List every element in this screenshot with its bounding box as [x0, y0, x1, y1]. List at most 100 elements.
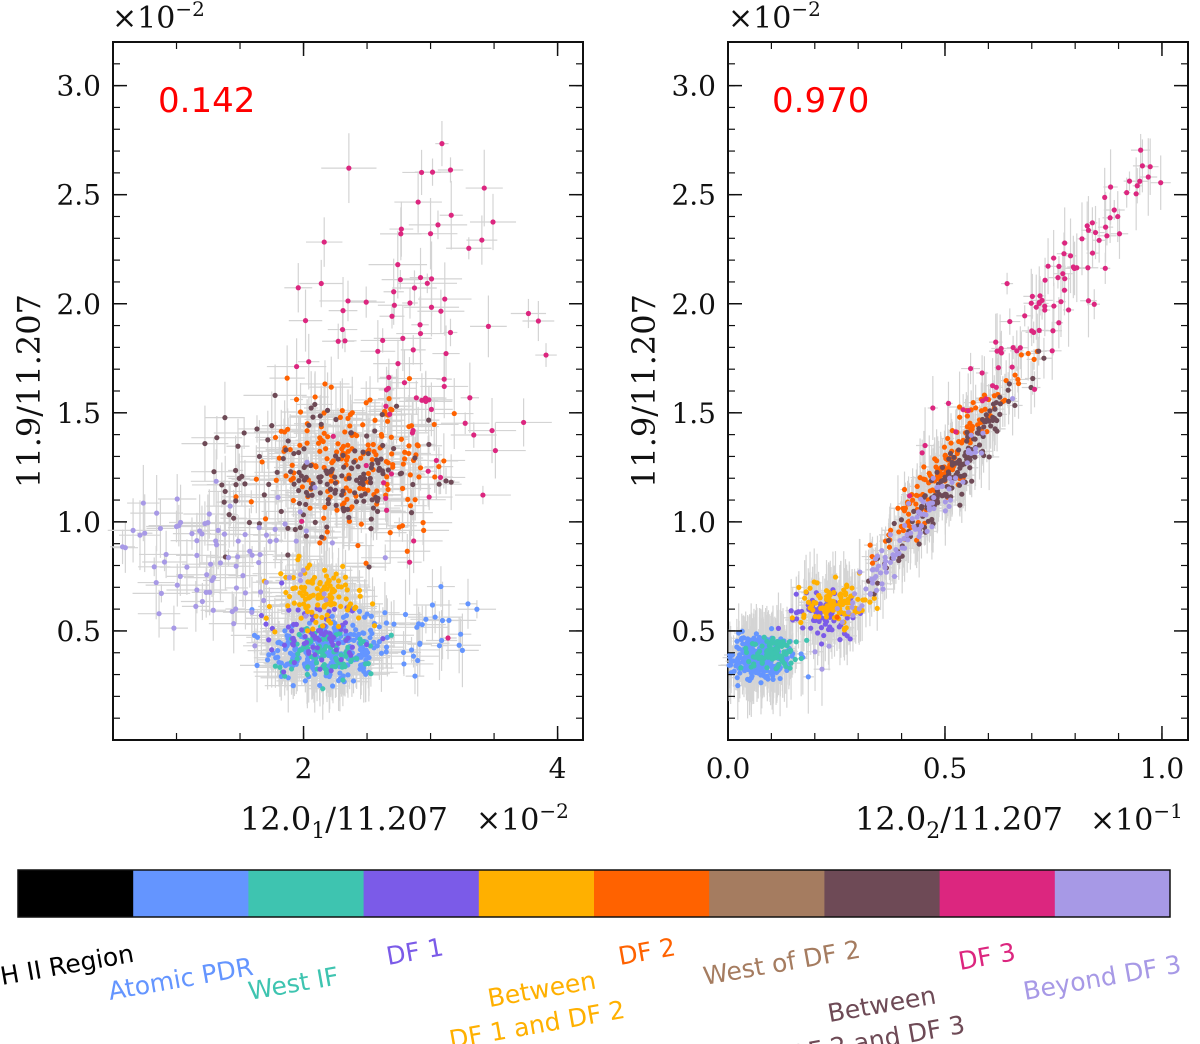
data-point — [308, 405, 314, 411]
data-point — [140, 500, 146, 506]
data-point — [321, 239, 327, 245]
data-point — [357, 593, 363, 599]
data-point — [474, 606, 480, 612]
data-point — [441, 458, 447, 464]
data-point — [320, 623, 326, 629]
data-point — [303, 639, 310, 646]
data-point — [338, 652, 344, 658]
data-point — [233, 585, 240, 591]
data-point — [330, 683, 336, 689]
data-point — [330, 635, 337, 641]
data-point — [398, 226, 404, 232]
data-point — [282, 673, 288, 679]
data-point — [322, 567, 328, 573]
data-point — [466, 245, 472, 251]
data-point — [417, 641, 423, 647]
data-point — [439, 637, 445, 644]
data-point — [339, 326, 346, 333]
data-point — [380, 442, 386, 449]
y-tick-label: 3.0 — [56, 70, 101, 103]
data-point — [174, 582, 180, 588]
data-point — [357, 636, 363, 642]
data-point — [408, 647, 415, 653]
y-tick-label: 1.5 — [56, 397, 101, 430]
data-point — [233, 498, 239, 504]
data-point — [436, 643, 443, 649]
data-point — [304, 459, 310, 465]
y-mult-exp-left: −2 — [175, 0, 204, 21]
data-point — [341, 464, 347, 470]
data-point — [405, 496, 411, 503]
data-point — [402, 611, 409, 618]
data-point — [324, 456, 330, 462]
data-point — [333, 502, 339, 508]
data-point — [211, 469, 217, 475]
data-point — [347, 423, 353, 429]
data-point — [442, 296, 448, 302]
data-point — [291, 481, 297, 487]
data-point — [414, 624, 420, 630]
data-point — [365, 660, 371, 667]
data-point — [412, 673, 418, 679]
data-point — [333, 647, 339, 653]
data-point — [365, 470, 372, 477]
data-point — [267, 538, 273, 544]
data-point — [309, 492, 315, 498]
data-point — [448, 479, 454, 485]
data-point — [341, 500, 347, 506]
data-point — [319, 534, 325, 540]
data-point — [368, 465, 374, 471]
data-point — [343, 485, 349, 491]
data-point — [447, 167, 454, 173]
data-point — [459, 647, 466, 653]
data-point — [302, 596, 309, 602]
data-point — [391, 302, 397, 308]
data-point — [353, 604, 359, 610]
data-point — [357, 485, 363, 491]
data-point — [287, 469, 294, 475]
data-point — [324, 586, 330, 592]
data-point — [387, 411, 393, 417]
data-point — [345, 635, 351, 641]
data-point — [349, 410, 355, 416]
data-point — [411, 538, 417, 544]
data-point — [356, 615, 362, 621]
data-point — [296, 500, 303, 507]
data-point — [366, 564, 372, 570]
data-point — [221, 531, 228, 537]
data-point — [291, 659, 297, 666]
data-point — [246, 519, 253, 526]
data-point — [309, 665, 316, 671]
data-point — [174, 496, 180, 502]
data-point — [332, 474, 338, 480]
data-point — [353, 477, 360, 483]
data-point — [206, 511, 212, 517]
data-point — [334, 449, 340, 455]
data-point — [432, 614, 438, 620]
data-point — [447, 329, 454, 336]
data-point — [210, 607, 216, 613]
data-point — [346, 514, 352, 521]
data-point — [395, 361, 401, 367]
data-point — [305, 492, 311, 499]
data-point — [221, 499, 227, 505]
data-point — [296, 602, 303, 608]
data-point — [286, 607, 292, 613]
data-point — [389, 451, 395, 457]
data-point — [202, 520, 208, 527]
data-point — [297, 590, 303, 596]
data-point — [273, 537, 279, 543]
data-point — [323, 446, 329, 452]
data-point — [213, 538, 219, 544]
x-mult-base-left: ×10 — [476, 803, 539, 838]
data-point — [383, 403, 389, 409]
data-point — [229, 608, 235, 615]
data-point — [448, 212, 454, 218]
data-point — [384, 474, 390, 480]
data-point — [479, 237, 485, 243]
data-point — [284, 632, 290, 639]
data-point — [360, 422, 366, 428]
data-point — [365, 487, 371, 493]
data-point — [385, 385, 391, 391]
data-point — [306, 562, 313, 568]
